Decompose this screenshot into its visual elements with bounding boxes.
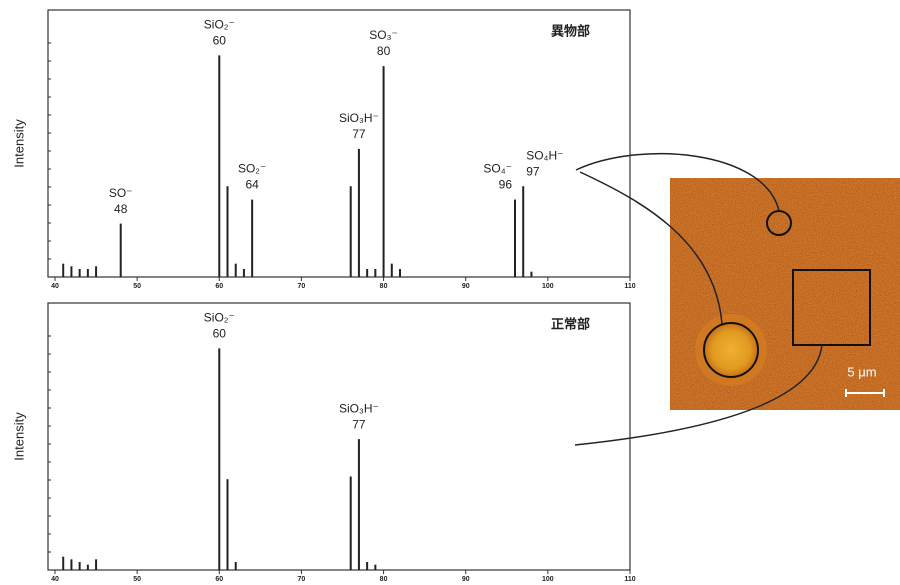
peak-mass: 80 xyxy=(377,44,391,58)
panel-label: 正常部 xyxy=(551,316,590,331)
particle xyxy=(704,323,758,377)
x-tick-label: 100 xyxy=(542,576,554,583)
y-axis-label: Intensity xyxy=(11,412,26,461)
x-tick-label: 70 xyxy=(298,283,306,290)
peak-formula: SO₃⁻ xyxy=(369,28,398,42)
peak-mass: 64 xyxy=(245,178,259,192)
x-tick-label: 50 xyxy=(133,283,141,290)
plot-frame xyxy=(48,303,630,570)
x-tick-label: 110 xyxy=(624,576,635,583)
peak-mass: 60 xyxy=(213,327,227,341)
panel-label: 異物部 xyxy=(551,23,590,38)
peak-formula: SiO₂⁻ xyxy=(204,311,235,325)
x-tick-label: 100 xyxy=(542,283,554,290)
peak-formula: SO₄H⁻ xyxy=(526,148,563,162)
scale-label: 5 μm xyxy=(847,364,876,379)
x-tick-label: 50 xyxy=(133,576,141,583)
x-tick-label: 80 xyxy=(380,576,388,583)
peak-formula: SiO₃H⁻ xyxy=(339,111,379,125)
x-tick-label: 110 xyxy=(624,283,635,290)
figure: 5 μm Intensity 異物部 40 50 60 70 80 90 100 110 SO⁻ 48… xyxy=(0,0,900,585)
peak-formula: SiO₃H⁻ xyxy=(339,401,379,415)
x-tick-label: 70 xyxy=(298,576,306,583)
peak-formula: SO₄⁻ xyxy=(483,162,512,176)
peak-mass: 97 xyxy=(526,164,540,178)
y-axis-label: Intensity xyxy=(11,119,26,168)
peak-mass: 60 xyxy=(213,34,227,48)
x-tick-label: 90 xyxy=(462,283,470,290)
x-tick-label: 80 xyxy=(380,283,388,290)
peak-formula: SO⁻ xyxy=(109,186,133,200)
x-tick-label: 60 xyxy=(215,283,223,290)
peak-mass: 77 xyxy=(352,417,366,431)
micrograph: 5 μm xyxy=(670,178,900,410)
peak-mass: 77 xyxy=(352,127,366,141)
x-tick-label: 90 xyxy=(462,576,470,583)
peak-mass: 48 xyxy=(114,202,128,216)
peak-mass: 96 xyxy=(499,178,513,192)
peak-formula: SiO₂⁻ xyxy=(204,18,235,32)
x-tick-label: 60 xyxy=(215,576,223,583)
peak-formula: SO₂⁻ xyxy=(238,162,266,176)
plot-frame xyxy=(48,10,630,277)
x-tick-label: 40 xyxy=(51,283,59,290)
x-tick-label: 40 xyxy=(51,576,59,583)
